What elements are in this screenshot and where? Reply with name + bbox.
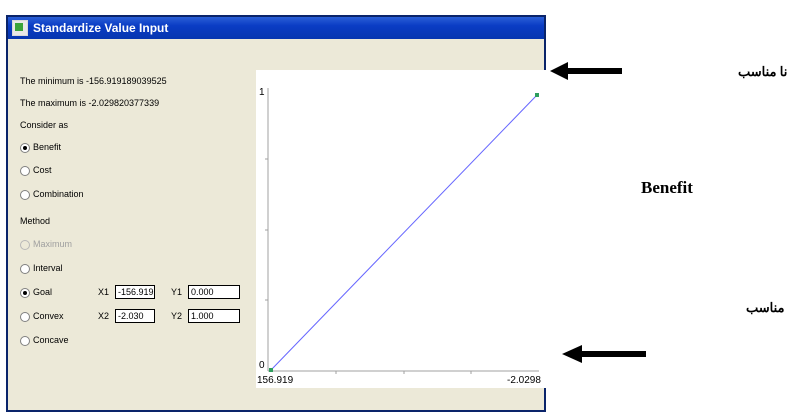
bottom-arrow-shaft xyxy=(580,351,646,357)
x1-input[interactable]: -156.919 xyxy=(115,285,155,299)
plot-x-right-label: -2.0298 xyxy=(507,375,541,386)
radio-interval-label[interactable]: Interval xyxy=(33,263,63,273)
plot-y-bottom-label: 0 xyxy=(259,360,265,371)
consider-as-label: Consider as xyxy=(20,120,69,130)
bottom-arrow xyxy=(562,345,646,363)
standardization-line xyxy=(270,94,538,371)
bottom-annotation: مناسب xyxy=(746,300,785,315)
y1-label: Y1 xyxy=(171,287,183,297)
bottom-arrow-head xyxy=(562,345,582,363)
radio-concave-label[interactable]: Concave xyxy=(33,335,69,345)
benefit-annotation: Benefit xyxy=(641,178,693,197)
radio-maximum-label: Maximum xyxy=(33,239,73,249)
start-point-marker xyxy=(269,368,273,372)
radio-goal[interactable] xyxy=(20,288,30,298)
radio-combination[interactable] xyxy=(20,190,30,200)
x2-label: X2 xyxy=(98,311,110,321)
radio-benefit[interactable] xyxy=(20,143,30,153)
top-arrow-shaft xyxy=(566,68,622,74)
function-plot: 1 0 156.919 -2.0298 xyxy=(256,70,546,388)
x1-label: X1 xyxy=(98,287,110,297)
radio-cost[interactable] xyxy=(20,166,30,176)
radio-maximum xyxy=(20,240,30,250)
top-annotation: نا مناسب xyxy=(738,64,788,79)
minimum-text: The minimum is -156.919189039525 xyxy=(20,76,167,86)
radio-benefit-label[interactable]: Benefit xyxy=(33,142,62,152)
window-title: Standardize Value Input xyxy=(33,21,169,35)
top-arrow xyxy=(550,62,622,80)
y2-input[interactable]: 1.000 xyxy=(188,309,240,323)
plot-x-left-label: 156.919 xyxy=(257,375,294,386)
radio-concave[interactable] xyxy=(20,336,30,346)
plot-svg: 1 0 156.919 -2.0298 xyxy=(257,87,541,386)
y2-label: Y2 xyxy=(171,311,183,321)
radio-cost-label[interactable]: Cost xyxy=(33,165,52,175)
method-label: Method xyxy=(20,216,51,226)
y1-input[interactable]: 0.000 xyxy=(188,285,240,299)
radio-convex[interactable] xyxy=(20,312,30,322)
radio-goal-label[interactable]: Goal xyxy=(33,287,53,297)
radio-combination-label[interactable]: Combination xyxy=(33,189,84,199)
top-arrow-head xyxy=(550,62,568,80)
app-icon xyxy=(12,20,28,36)
radio-convex-label[interactable]: Convex xyxy=(33,311,64,321)
radio-interval[interactable] xyxy=(20,264,30,274)
standardize-value-window: Standardize Value Input The minimum is -… xyxy=(6,15,546,412)
end-point-marker xyxy=(535,93,539,97)
plot-y-top-label: 1 xyxy=(259,87,265,98)
maximum-text: The maximum is -2.029820377339 xyxy=(20,98,160,108)
x2-input[interactable]: -2.030 xyxy=(115,309,155,323)
title-bar[interactable]: Standardize Value Input xyxy=(8,17,544,39)
